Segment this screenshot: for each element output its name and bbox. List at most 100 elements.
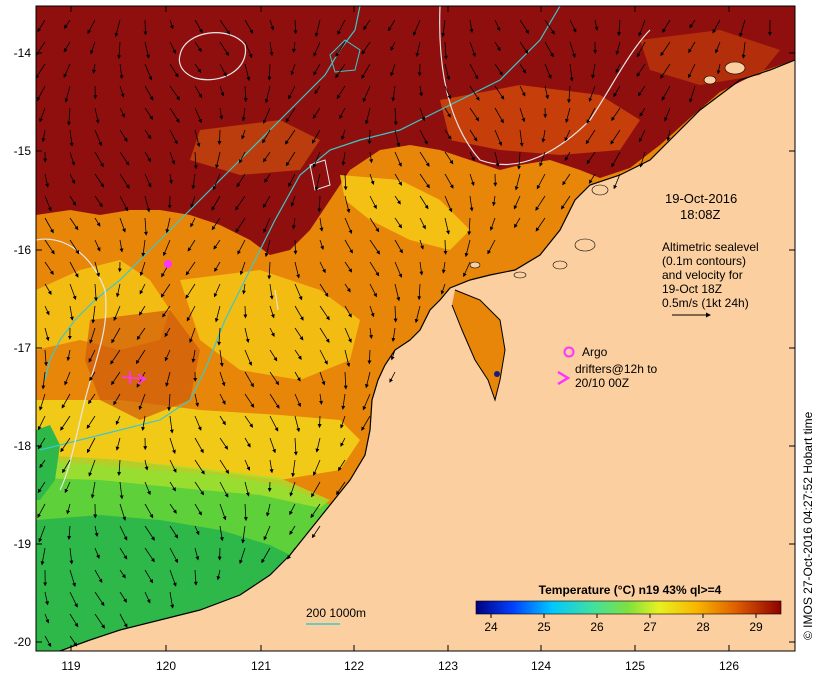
velocity-arrow bbox=[160, 283, 171, 298]
velocity-arrow bbox=[361, 41, 371, 55]
velocity-arrow bbox=[219, 481, 229, 498]
velocity-arrow bbox=[487, 239, 496, 255]
velocity-arrow bbox=[564, 129, 571, 142]
velocity-arrow bbox=[287, 547, 296, 560]
velocity-arrow bbox=[469, 173, 475, 187]
velocity-arrow bbox=[588, 173, 596, 184]
velocity-arrow bbox=[444, 129, 452, 140]
velocity-arrow bbox=[44, 195, 52, 212]
velocity-arrow bbox=[262, 107, 271, 124]
velocity-arrow bbox=[588, 85, 596, 103]
velocity-arrow bbox=[469, 85, 480, 101]
velocity-arrow bbox=[194, 393, 200, 407]
velocity-arrow bbox=[639, 107, 646, 117]
velocity-arrow bbox=[243, 305, 248, 319]
velocity-arrow bbox=[69, 129, 74, 147]
velocity-arrow bbox=[186, 305, 196, 322]
velocity-arrow bbox=[615, 41, 621, 55]
velocity-arrow bbox=[519, 63, 527, 74]
sealevel-line: Altimetric sealevel bbox=[662, 240, 759, 254]
lat-label: -16 bbox=[14, 243, 32, 257]
velocity-arrow bbox=[119, 63, 124, 80]
lon-label: 125 bbox=[625, 659, 645, 673]
velocity-arrow bbox=[241, 107, 246, 122]
velocity-arrow bbox=[211, 217, 221, 231]
velocity-arrow bbox=[393, 107, 398, 126]
velocity-arrow bbox=[243, 85, 248, 103]
velocity-arrow bbox=[165, 217, 171, 234]
velocity-arrow bbox=[293, 437, 298, 456]
velocity-arrow bbox=[144, 41, 150, 59]
velocity-arrow bbox=[244, 41, 253, 59]
velocity-arrow bbox=[494, 41, 501, 52]
velocity-arrow bbox=[86, 415, 96, 429]
velocity-arrow bbox=[363, 19, 371, 31]
velocity-arrow bbox=[519, 41, 529, 54]
velocity-arrow bbox=[638, 129, 646, 143]
velocity-arrow bbox=[67, 107, 72, 126]
velocity-arrow bbox=[37, 437, 46, 450]
velocity-arrow bbox=[44, 261, 54, 275]
colorbar-tick-label: 29 bbox=[749, 620, 763, 634]
velocity-arrow bbox=[67, 525, 72, 540]
velocity-arrow bbox=[194, 85, 203, 99]
velocity-arrow bbox=[40, 547, 46, 566]
velocity-arrow bbox=[41, 371, 46, 390]
velocity-arrow bbox=[169, 569, 177, 587]
colorbar-ticks bbox=[490, 614, 757, 618]
velocity-arrow bbox=[519, 129, 524, 147]
velocity-arrow bbox=[219, 459, 230, 474]
lat-label: -15 bbox=[14, 144, 32, 158]
velocity-arrow bbox=[390, 41, 396, 51]
velocity-arrow bbox=[263, 151, 271, 163]
velocity-arrow bbox=[44, 239, 55, 255]
cool-water-edge bbox=[36, 455, 330, 508]
velocity-arrow bbox=[569, 41, 576, 58]
velocity-arrow bbox=[419, 151, 430, 167]
argo-float-marker[interactable] bbox=[164, 260, 172, 268]
velocity-arrow bbox=[444, 85, 452, 100]
velocity-arrow bbox=[469, 41, 476, 58]
velocity-arrow bbox=[289, 503, 296, 516]
velocity-arrow bbox=[185, 283, 196, 299]
velocity-arrow bbox=[344, 195, 351, 214]
velocity-arrow bbox=[269, 19, 275, 31]
velocity-arrow bbox=[91, 305, 96, 324]
velocity-arrow bbox=[211, 195, 221, 211]
velocity-arrow bbox=[89, 327, 96, 344]
velocity-arrow bbox=[119, 503, 127, 521]
velocity-arrow bbox=[119, 129, 128, 142]
velocity-arrow bbox=[285, 151, 296, 167]
velocity-arrow bbox=[64, 481, 71, 494]
velocity-arrow bbox=[564, 151, 571, 161]
velocity-arrow bbox=[119, 481, 124, 500]
velocity-arrow bbox=[169, 85, 180, 101]
velocity-arrow bbox=[44, 217, 54, 234]
velocity-arrow bbox=[394, 283, 401, 302]
velocity-arrow bbox=[319, 349, 328, 365]
velocity-arrow bbox=[194, 107, 202, 124]
argo-float-marker[interactable] bbox=[494, 371, 500, 377]
velocity-arrow bbox=[88, 349, 96, 363]
velocity-arrow bbox=[167, 393, 172, 412]
velocity-arrow bbox=[144, 569, 154, 584]
velocity-arrow bbox=[169, 503, 177, 514]
velocity-arrow bbox=[712, 19, 721, 34]
velocity-arrow bbox=[585, 129, 596, 145]
velocity-arrow bbox=[689, 85, 696, 103]
velocity-arrow bbox=[336, 481, 346, 496]
drifter-marker[interactable] bbox=[121, 371, 147, 385]
velocity-arrow bbox=[144, 85, 154, 101]
velocity-arrow bbox=[340, 415, 346, 429]
velocity-arrow bbox=[469, 63, 479, 80]
velocity-arrow bbox=[369, 195, 377, 210]
velocity-arrow bbox=[660, 41, 671, 57]
velocity-arrow bbox=[319, 217, 324, 232]
velocity-arrow bbox=[263, 525, 271, 541]
velocity-arrow bbox=[344, 305, 352, 318]
velocity-arrow bbox=[144, 195, 151, 213]
velocity-arrow bbox=[716, 63, 721, 75]
velocity-arrow bbox=[419, 195, 429, 210]
sealevel-contour bbox=[274, 289, 279, 311]
velocity-arrow bbox=[269, 305, 275, 319]
